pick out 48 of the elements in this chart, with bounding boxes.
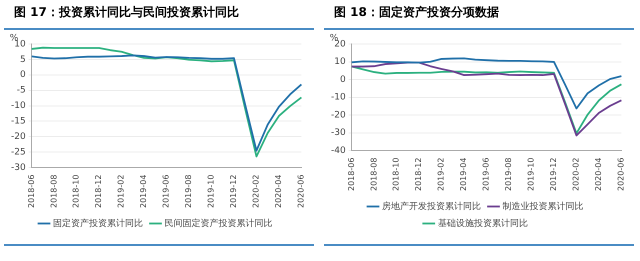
x-tick-label: 2019-12 <box>229 174 238 208</box>
legend-label: 民间固定资产投资累计同比 <box>164 218 272 229</box>
legend-label: 固定资产投资累计同比 <box>53 218 143 229</box>
x-tick-label: 2020-06 <box>296 174 306 208</box>
y-tick-label: -15 <box>10 116 26 127</box>
y-tick-label: -20 <box>10 132 26 142</box>
x-tick-label: 2019-04 <box>459 158 468 192</box>
legend-label: 基础设施投资累计同比 <box>438 218 528 229</box>
x-tick-label: 2018-08 <box>369 158 378 192</box>
chart-title: 图 18：固定资产投资分项数据 <box>333 4 500 21</box>
x-tick-label: 2018-06 <box>26 174 36 208</box>
y-tick-label: -5 <box>16 86 26 96</box>
x-tick-label: 2019-12 <box>549 158 558 192</box>
y-tick-label: 10 <box>334 57 346 68</box>
x-tick-label: 2020-06 <box>616 158 626 192</box>
y-tick-label: -30 <box>10 162 26 173</box>
x-tick-label: 2018-12 <box>414 158 424 192</box>
x-tick-label: 2020-04 <box>274 174 284 208</box>
x-tick-label: 2019-08 <box>184 174 194 208</box>
legend-label: 制造业投资累计同比 <box>502 200 584 212</box>
x-tick-label: 2018-08 <box>49 174 58 208</box>
x-tick-label: 2018-10 <box>72 174 81 208</box>
y-tick-label: -10 <box>10 101 26 112</box>
chart-title: 图 17：投资累计同比与民间投资累计同比 <box>13 4 240 21</box>
x-tick-label: 2019-02 <box>116 174 126 208</box>
x-tick-label: 2019-10 <box>526 158 536 192</box>
y-tick-label: -10 <box>330 92 346 103</box>
x-tick-label: 2019-06 <box>482 158 491 192</box>
y-tick-label: 0 <box>340 74 346 85</box>
x-tick-label: 2019-06 <box>162 174 171 208</box>
x-tick-label: 2020-04 <box>594 158 604 192</box>
y-tick-label: -20 <box>330 110 346 120</box>
x-tick-label: 2020-02 <box>572 158 581 192</box>
legend-label: 房地产开发投资累计同比 <box>382 200 481 212</box>
x-tick-label: 2019-02 <box>436 158 446 192</box>
x-tick-label: 2020-02 <box>252 174 261 208</box>
x-tick-label: 2019-10 <box>206 174 216 208</box>
y-tick-label: 20 <box>334 39 346 50</box>
x-tick-label: 2018-12 <box>94 174 104 208</box>
x-tick-label: 2018-06 <box>346 158 356 192</box>
y-tick-label: 0 <box>20 70 26 80</box>
y-tick-label: -25 <box>10 147 26 158</box>
y-tick-label: 5 <box>20 54 26 65</box>
x-tick-label: 2019-04 <box>139 174 148 208</box>
x-tick-label: 2019-08 <box>504 158 514 192</box>
x-tick-label: 2018-10 <box>392 158 401 192</box>
y-tick-label: -30 <box>330 128 346 138</box>
y-tick-label: -40 <box>330 146 346 156</box>
